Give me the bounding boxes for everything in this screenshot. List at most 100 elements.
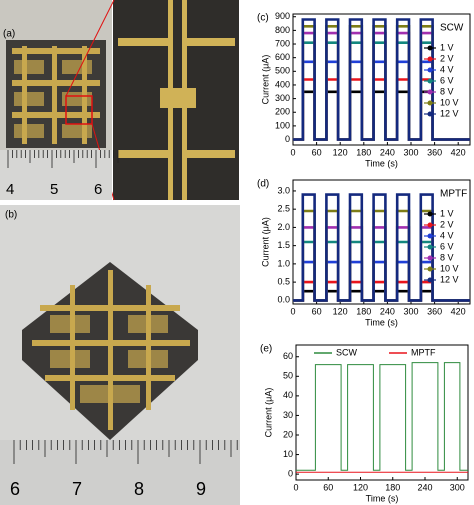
x-tick-label: 120	[333, 306, 348, 316]
ruler-number: 7	[72, 479, 82, 499]
legend-marker	[427, 233, 433, 239]
ruler-number: 5	[50, 181, 58, 198]
legend-label: 10 V	[440, 97, 459, 107]
y-tick-label: 300	[275, 93, 290, 103]
panel-label: (a)	[3, 29, 15, 40]
x-tick-label: 420	[451, 306, 466, 316]
legend-marker	[427, 266, 433, 272]
legend-marker	[427, 244, 433, 250]
x-tick-label: 360	[427, 306, 442, 316]
legend-label: 12 V	[440, 274, 459, 284]
legend-marker	[427, 111, 433, 117]
legend-label: SCW	[336, 347, 358, 357]
legend-marker	[427, 255, 433, 261]
ruler-number: 6	[10, 479, 20, 499]
x-tick-label: 180	[356, 306, 371, 316]
plot-frame	[292, 179, 471, 305]
y-tick-label: 900	[275, 11, 290, 21]
ruler	[0, 150, 112, 200]
data-line	[293, 193, 470, 302]
legend-label: MPTF	[411, 347, 436, 357]
legend-marker	[427, 78, 433, 84]
legend-label: 4 V	[440, 64, 454, 74]
y-axis-label: Current (μA)	[260, 55, 270, 105]
legend-marker	[427, 56, 433, 62]
legend-marker	[427, 67, 433, 73]
zoom-box	[65, 95, 93, 125]
data-line	[296, 362, 468, 471]
electrodes	[32, 270, 190, 430]
legend-label: 2 V	[440, 219, 454, 229]
y-tick-label: 800	[275, 25, 290, 35]
ruler-ticks	[13, 440, 238, 464]
x-tick-label: 240	[417, 482, 432, 492]
x-tick-label: 0	[293, 482, 298, 492]
legend-label: 6 V	[440, 241, 454, 251]
x-tick-label: 60	[323, 482, 333, 492]
data-line	[293, 289, 470, 302]
zoom-electrodes	[118, 0, 235, 200]
y-tick-label: 30	[283, 410, 293, 420]
y-tick-label: 200	[275, 107, 290, 117]
legend-label: 8 V	[440, 252, 454, 262]
y-tick-label: 100	[275, 120, 290, 130]
x-tick-label: 60	[312, 147, 322, 157]
legend-label: 6 V	[440, 75, 454, 85]
annotation: MPTF	[440, 189, 467, 200]
y-tick-label: 600	[275, 52, 290, 62]
legend-marker	[427, 100, 433, 106]
x-tick-label: 0	[290, 306, 295, 316]
legend-label: 1 V	[440, 208, 454, 218]
x-axis-label: Time (s)	[365, 158, 398, 168]
legend-marker	[427, 222, 433, 228]
y-tick-label: 500	[275, 66, 290, 76]
y-tick-label: 2.5	[277, 204, 290, 214]
y-tick-label: 1.0	[277, 258, 290, 268]
y-tick-label: 40	[283, 390, 293, 400]
electrodes	[12, 46, 100, 144]
ruler-number: 4	[6, 181, 14, 198]
ruler-number: 8	[134, 479, 144, 499]
x-tick-label: 180	[385, 482, 400, 492]
y-tick-label: 2.0	[277, 222, 290, 232]
y-tick-label: 0.5	[277, 276, 290, 286]
x-tick-label: 120	[333, 147, 348, 157]
legend-marker	[427, 89, 433, 95]
ruler-ticks	[7, 150, 119, 168]
y-axis-label: Current (μA)	[263, 388, 273, 438]
x-tick-label: 0	[290, 147, 295, 157]
plot-frame	[295, 344, 469, 481]
photo-a: (a) 4 5 6	[0, 0, 239, 201]
x-tick-label: 300	[403, 147, 418, 157]
ruler-number: 9	[196, 479, 206, 499]
y-tick-label: 60	[283, 351, 293, 361]
y-tick-label: 0	[285, 134, 290, 144]
legend-label: 10 V	[440, 263, 459, 273]
y-tick-label: 400	[275, 79, 290, 89]
panel-label: (c)	[257, 13, 269, 24]
panel-label: (b)	[5, 210, 17, 221]
y-tick-label: 3.0	[277, 185, 290, 195]
legend-marker	[427, 211, 433, 217]
x-tick-label: 240	[380, 306, 395, 316]
ruler-number: 6	[94, 181, 102, 198]
y-tick-label: 700	[275, 38, 290, 48]
x-tick-label: 120	[353, 482, 368, 492]
plot-frame	[292, 13, 471, 146]
legend-label: 12 V	[440, 108, 459, 118]
data-line	[293, 18, 470, 141]
y-tick-label: 20	[283, 429, 293, 439]
legend-marker	[427, 277, 433, 283]
y-tick-label: 0.0	[277, 295, 290, 305]
x-tick-label: 60	[312, 306, 322, 316]
legend-label: 4 V	[440, 230, 454, 240]
annotation: SCW	[440, 23, 464, 34]
x-tick-label: 360	[427, 147, 442, 157]
x-axis-label: Time (s)	[366, 493, 399, 503]
legend-marker	[427, 45, 433, 51]
x-tick-label: 300	[450, 482, 465, 492]
legend-label: 2 V	[440, 53, 454, 63]
x-tick-label: 180	[356, 147, 371, 157]
photo-b: (b) 6 7 8 9	[0, 205, 240, 505]
